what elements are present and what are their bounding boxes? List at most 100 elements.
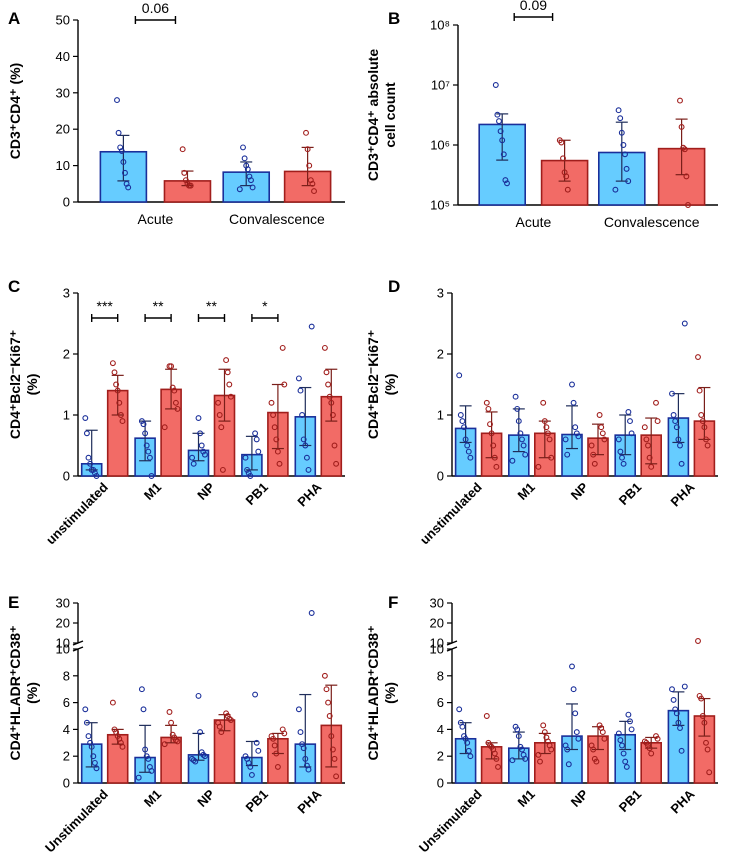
y-tick-label: 50 xyxy=(56,13,70,28)
y-tick-label: 40 xyxy=(56,49,70,64)
x-category-label: PB1 xyxy=(616,787,644,815)
data-point xyxy=(253,739,260,746)
data-point xyxy=(519,436,525,443)
data-point xyxy=(540,399,547,406)
data-point xyxy=(93,473,100,479)
data-point xyxy=(588,442,595,449)
data-point xyxy=(677,725,683,732)
bar-group xyxy=(640,733,663,784)
y-axis-label-line: CD4⁺Bcl2⁻Ki67⁺ xyxy=(7,330,23,439)
x-category-label: M1 xyxy=(141,787,164,810)
bar-group xyxy=(134,686,156,784)
bar-group xyxy=(561,381,583,477)
data-point xyxy=(119,418,126,425)
significance-label: * xyxy=(262,298,268,314)
data-point xyxy=(670,412,677,418)
data-point xyxy=(140,706,147,713)
data-point xyxy=(93,765,100,772)
data-point xyxy=(274,448,281,455)
data-point xyxy=(82,415,89,421)
data-point xyxy=(247,473,254,479)
data-point xyxy=(617,448,624,455)
data-point xyxy=(681,146,688,153)
data-point xyxy=(465,747,472,754)
data-point xyxy=(138,686,145,693)
data-point xyxy=(683,173,690,180)
data-point xyxy=(672,418,679,425)
data-point xyxy=(617,115,624,122)
y-axis-label-line: (%) xyxy=(382,374,398,396)
data-point xyxy=(168,363,175,370)
data-point xyxy=(270,735,277,742)
data-point xyxy=(326,713,333,719)
y-axis-label-line: CD4⁺HLADR⁺CD38⁺ xyxy=(365,626,381,761)
data-point xyxy=(333,773,340,780)
data-point xyxy=(620,460,627,467)
data-point xyxy=(148,473,155,479)
bar-group xyxy=(241,691,263,784)
panel-b: B 10⁵ 10⁶ 10⁷ 10⁸ CD3⁺CD4⁺ absolutecell count… xyxy=(365,0,718,230)
data-point xyxy=(646,745,653,752)
y-tick-label: 8 xyxy=(63,668,70,683)
data-point xyxy=(504,180,510,187)
bar-group xyxy=(187,415,210,477)
data-point xyxy=(515,418,522,425)
bar-group xyxy=(294,610,317,784)
data-point xyxy=(517,430,524,437)
data-point xyxy=(248,772,255,778)
data-point xyxy=(493,755,500,762)
data-point xyxy=(200,448,207,455)
bar-group xyxy=(163,146,212,203)
data-point xyxy=(247,763,254,770)
data-point xyxy=(187,182,194,189)
data-point xyxy=(490,442,497,449)
data-point xyxy=(627,718,633,725)
data-point xyxy=(143,442,150,449)
data-point xyxy=(648,463,655,470)
data-point xyxy=(704,442,711,449)
data-point xyxy=(161,741,168,748)
data-point xyxy=(331,442,338,449)
data-point xyxy=(464,739,471,746)
data-point xyxy=(669,686,675,693)
data-point xyxy=(615,436,622,443)
data-point xyxy=(560,155,566,162)
data-point xyxy=(113,381,120,388)
y-tick-label: 10⁵ xyxy=(430,198,450,213)
data-point xyxy=(255,747,262,754)
data-point xyxy=(281,381,288,388)
panel-e: E0246810102030CD4⁺HLADR⁺CD38⁺(%)Unstimul… xyxy=(7,593,345,855)
data-point xyxy=(303,454,310,461)
y-tick-label: 10 xyxy=(56,642,70,657)
y-tick-label: 10 xyxy=(56,635,70,650)
data-point xyxy=(328,399,335,406)
y-axis-label-line: (%) xyxy=(24,682,40,704)
data-point xyxy=(512,393,519,400)
data-point xyxy=(500,151,507,158)
data-point xyxy=(695,354,701,360)
x-category-label: Acute xyxy=(515,214,551,230)
data-point xyxy=(174,405,181,412)
data-point xyxy=(271,742,278,749)
data-point xyxy=(680,144,687,151)
data-point xyxy=(215,399,222,406)
y-axis-label-line: CD4⁺HLADR⁺CD38⁺ xyxy=(7,626,23,761)
data-point xyxy=(227,717,234,723)
x-category-label: Convalescence xyxy=(229,211,325,227)
x-category-label: PB1 xyxy=(243,480,271,508)
data-point xyxy=(514,405,521,412)
data-point xyxy=(575,433,582,440)
y-tick-label: 0 xyxy=(63,776,70,791)
data-point xyxy=(570,399,577,406)
data-point xyxy=(311,188,317,195)
data-point xyxy=(612,186,619,193)
bar-group xyxy=(187,692,210,784)
data-point xyxy=(685,202,691,208)
x-category-label: PB1 xyxy=(243,787,271,815)
data-point xyxy=(145,448,152,455)
bar-group xyxy=(160,709,182,784)
bar-group xyxy=(80,706,103,784)
y-axis-label-line: (%) xyxy=(382,682,398,704)
data-point xyxy=(706,769,713,776)
